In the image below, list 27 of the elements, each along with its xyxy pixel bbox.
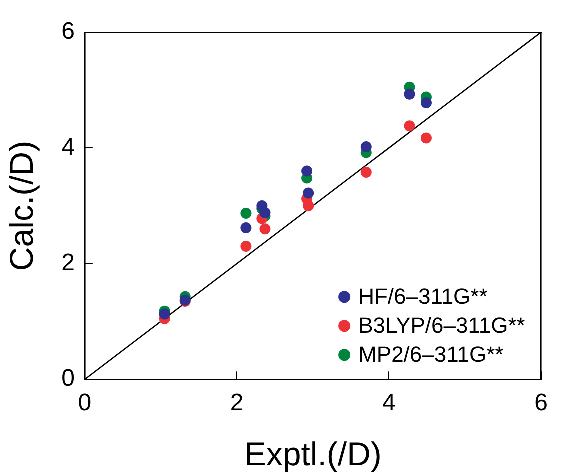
- y-axis-title: Calc.(/D): [2, 140, 40, 272]
- x-tick-label: 2: [230, 390, 244, 417]
- point: [420, 132, 432, 144]
- point: [302, 166, 313, 177]
- point: [260, 224, 271, 235]
- point: [360, 141, 372, 152]
- point: [360, 166, 372, 178]
- point: [303, 200, 314, 212]
- point: [260, 207, 271, 218]
- point: [240, 222, 252, 234]
- legend-label: MP2/6–311G**: [358, 342, 504, 368]
- x-tick-label: 4: [382, 390, 396, 417]
- point: [159, 308, 170, 320]
- legend-label: HF/6–311G**: [358, 284, 488, 310]
- point: [240, 241, 252, 252]
- legend-label: B3LYP/6–311G**: [358, 313, 526, 338]
- point: [404, 120, 416, 132]
- x-tick-label: 6: [534, 390, 548, 417]
- y-tick-label: 2: [62, 249, 75, 276]
- point: [404, 88, 416, 100]
- y-tick-label: 6: [62, 18, 75, 46]
- y-tick-label: 4: [62, 134, 75, 161]
- point: [240, 208, 252, 220]
- x-axis-title: Exptl.(/D): [244, 435, 382, 472]
- point: [303, 188, 314, 199]
- point: [420, 98, 432, 108]
- y-tick-label: 0: [62, 365, 75, 392]
